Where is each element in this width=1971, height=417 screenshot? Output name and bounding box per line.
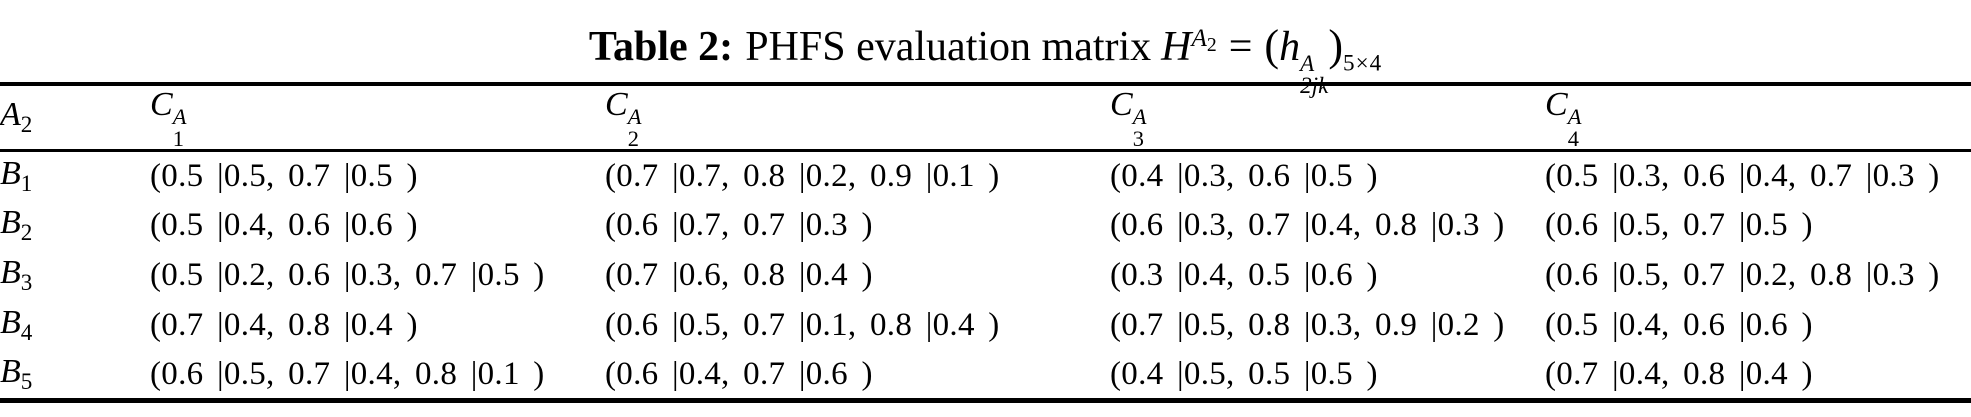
row-label-b5: B5 <box>0 352 33 395</box>
table-cell: (0.5 |0.4, 0.6 |0.6 ) <box>1545 307 1813 344</box>
caption-label: Table 2: <box>588 23 734 70</box>
table-row: B5 (0.6 |0.5, 0.7 |0.4, 0.8 |0.1 ) (0.6 … <box>0 351 1971 401</box>
math-close-paren: ) <box>1328 20 1344 70</box>
table-cell: (0.7 |0.7, 0.8 |0.2, 0.9 |0.1 ) <box>605 157 1000 194</box>
table-cell: (0.6 |0.5, 0.7 |0.4, 0.8 |0.1 ) <box>150 355 545 392</box>
math-H-sup-base: A <box>1191 25 1207 52</box>
math-dims: 5×4 <box>1343 49 1383 76</box>
table-cell: (0.6 |0.5, 0.7 |0.1, 0.8 |0.4 ) <box>605 307 1000 344</box>
table-cell: (0.6 |0.5, 0.7 |0.2, 0.8 |0.3 ) <box>1545 257 1940 294</box>
corner-cell: A2 <box>0 84 150 151</box>
table-cell: (0.6 |0.7, 0.7 |0.3 ) <box>605 207 873 244</box>
caption-math: HA2 = (h A 2jk)5×4 <box>1161 20 1382 97</box>
math-H-sup-sub: 2 <box>1206 33 1217 56</box>
table-cell: (0.5 |0.5, 0.7 |0.5 ) <box>150 157 418 194</box>
table-cell: (0.3 |0.4, 0.5 |0.6 ) <box>1110 257 1378 294</box>
caption-text: PHFS evaluation matrix <box>745 23 1152 70</box>
corner-sub: 2 <box>20 111 33 138</box>
row-label-b2: B2 <box>0 204 33 246</box>
table-caption: Table 2: PHFS evaluation matrix HA2 = (h A 2jk… <box>0 4 1971 97</box>
row-label-b1: B1 <box>0 154 33 197</box>
math-H: H <box>1161 23 1192 70</box>
row-label-b3: B3 <box>0 254 33 296</box>
table-cell: (0.4 |0.3, 0.6 |0.5 ) <box>1110 157 1378 194</box>
row-label-b4: B4 <box>0 304 33 346</box>
table-cell: (0.5 |0.4, 0.6 |0.6 ) <box>150 207 418 244</box>
table-cell: (0.7 |0.4, 0.8 |0.4 ) <box>1545 355 1813 392</box>
math-open-paren: ( <box>1264 20 1280 70</box>
math-h-sup: A <box>1300 50 1315 77</box>
table-cell: (0.6 |0.5, 0.7 |0.5 ) <box>1545 207 1813 244</box>
math-h: h <box>1279 23 1301 70</box>
table-cell: (0.7 |0.5, 0.8 |0.3, 0.9 |0.2 ) <box>1110 307 1505 344</box>
table-row: B1 (0.5 |0.5, 0.7 |0.5 ) (0.7 |0.7, 0.8 … <box>0 151 1971 201</box>
table-row: B3 (0.5 |0.2, 0.6 |0.3, 0.7 |0.5 ) (0.7 … <box>0 251 1971 301</box>
corner-base: A <box>0 96 21 134</box>
table-cell: (0.5 |0.3, 0.6 |0.4, 0.7 |0.3 ) <box>1545 157 1940 194</box>
table-cell: (0.7 |0.4, 0.8 |0.4 ) <box>150 307 418 344</box>
table-cell: (0.6 |0.4, 0.7 |0.6 ) <box>605 355 873 392</box>
table-cell: (0.7 |0.6, 0.8 |0.4 ) <box>605 257 873 294</box>
table-row: B2 (0.5 |0.4, 0.6 |0.6 ) (0.6 |0.7, 0.7 … <box>0 201 1971 251</box>
math-equals: = <box>1228 23 1253 70</box>
table-cell: (0.5 |0.2, 0.6 |0.3, 0.7 |0.5 ) <box>150 257 545 294</box>
table-row: B4 (0.7 |0.4, 0.8 |0.4 ) (0.6 |0.5, 0.7 … <box>0 301 1971 351</box>
table-cell: (0.4 |0.5, 0.5 |0.5 ) <box>1110 355 1378 392</box>
table-cell: (0.6 |0.3, 0.7 |0.4, 0.8 |0.3 ) <box>1110 207 1505 244</box>
